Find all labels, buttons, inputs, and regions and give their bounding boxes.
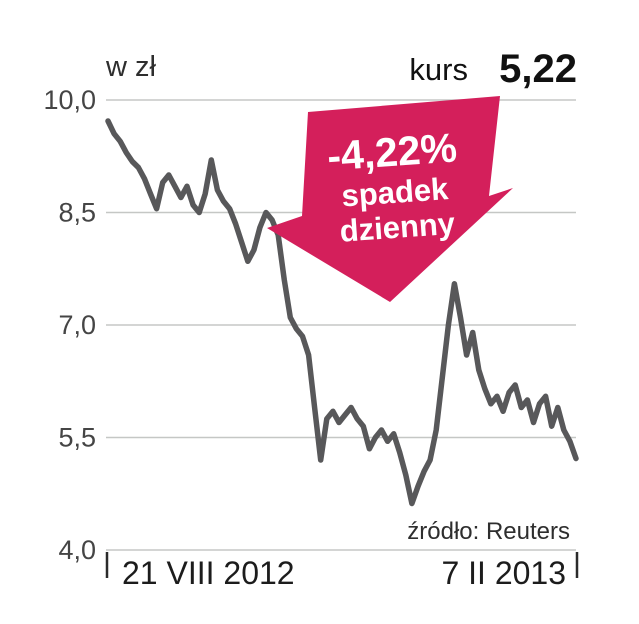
kurs-value: 5,22: [499, 47, 577, 91]
kurs-label: kurs: [409, 52, 468, 87]
decline-caption-line2: dzienny: [339, 206, 457, 249]
source-credit: źródło: Reuters: [407, 518, 570, 545]
decline-arrow-text: -4,22% spadek dzienny: [326, 124, 459, 249]
decline-caption-line1: spadek: [340, 171, 450, 213]
y-tick-label: 10,0: [43, 85, 96, 115]
y-tick-label: 8,5: [58, 198, 96, 228]
y-tick-label: 4,0: [58, 535, 96, 565]
unit-label: w zł: [105, 51, 157, 83]
decline-arrow-icon: [267, 96, 513, 302]
x-tick-end-date: 7 II 2013: [441, 555, 566, 591]
x-axis-ticks: [105, 552, 579, 578]
y-tick-label: 7,0: [58, 310, 96, 340]
price-line: [105, 118, 579, 507]
x-tick-start-date: 21 VIII 2012: [122, 555, 295, 591]
y-axis-labels: 10,0 8,5 7,0 5,5 4,0: [43, 85, 96, 565]
y-tick-label: 5,5: [58, 423, 96, 453]
decline-percent: -4,22%: [326, 124, 459, 179]
